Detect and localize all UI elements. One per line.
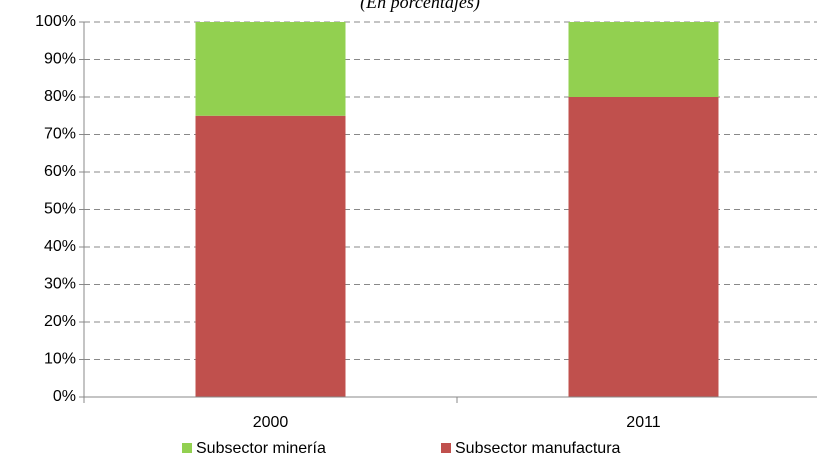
x-tick-label: 2011 (626, 414, 661, 431)
bar-segment (195, 115, 346, 397)
bar-segment (568, 22, 719, 97)
y-tick-label: 10% (44, 351, 76, 368)
bar-segment (568, 97, 719, 397)
legend-swatch (182, 443, 192, 453)
legend-swatch (441, 443, 451, 453)
y-tick-label: 30% (44, 276, 76, 293)
y-tick-label: 100% (35, 13, 76, 30)
legend-label: Subsector minería (196, 440, 326, 457)
y-tick-label: 50% (44, 201, 76, 218)
y-tick-label: 20% (44, 313, 76, 330)
bar-segment (195, 22, 346, 116)
legend-label: Subsector manufactura (455, 440, 621, 457)
y-tick-label: 0% (53, 388, 76, 405)
x-tick-label: 2000 (253, 414, 289, 431)
chart-subtitle: (En porcentajes) (360, 0, 480, 13)
y-tick-label: 80% (44, 88, 76, 105)
y-tick-label: 70% (44, 126, 76, 143)
y-tick-label: 60% (44, 163, 76, 180)
y-tick-label: 90% (44, 51, 76, 68)
y-tick-label: 40% (44, 238, 76, 255)
